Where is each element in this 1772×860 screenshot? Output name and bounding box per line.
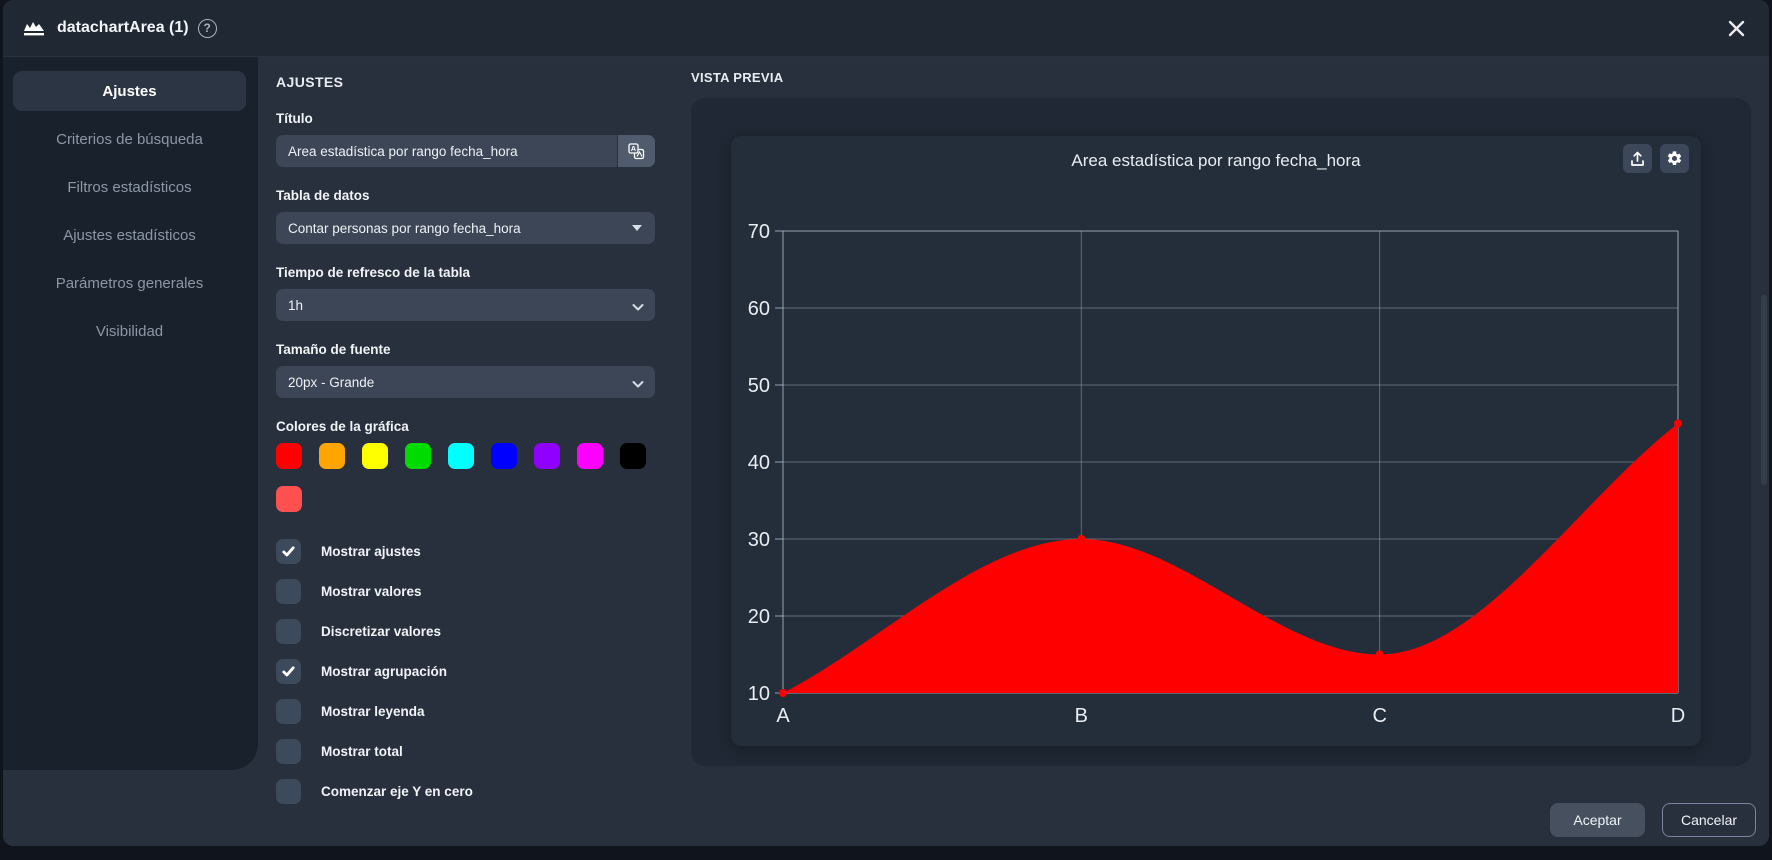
sidebar-nav: Ajustes Criterios de búsqueda Filtros esta… <box>3 57 258 770</box>
dialog-title: datachartArea (1) <box>57 19 189 36</box>
checkbox-checked-icon[interactable] <box>276 659 301 684</box>
chevron-down-icon <box>632 377 644 392</box>
gear-icon[interactable] <box>1660 144 1689 173</box>
export-icon[interactable] <box>1623 144 1652 173</box>
close-icon[interactable] <box>1723 15 1749 41</box>
translate-icon[interactable]: A <box>617 135 655 167</box>
preview-panel: 10 20 30 40 50 60 70 A B C D Area estadística por … <box>691 98 1751 766</box>
chart-settings-dialog: datachartArea (1) ? Ajustes Criterios de … <box>3 0 1769 846</box>
checkbox-mostrar-total[interactable]: Mostrar total <box>276 739 655 764</box>
svg-text:A: A <box>776 705 790 727</box>
color-swatch-1[interactable] <box>276 443 302 469</box>
checkbox-checked-icon[interactable] <box>276 539 301 564</box>
checkbox-mostrar-valores[interactable]: Mostrar valores <box>276 579 655 604</box>
color-swatch-3[interactable] <box>362 443 388 469</box>
checkbox-comenzar-eje-y-en-cero[interactable]: Comenzar eje Y en cero <box>276 779 655 804</box>
checkbox-unchecked[interactable] <box>276 579 301 604</box>
checkbox-mostrar-ajustes[interactable]: Mostrar ajustes <box>276 539 655 564</box>
svg-text:A: A <box>631 144 637 153</box>
help-icon[interactable]: ? <box>197 18 217 38</box>
accept-button[interactable]: Aceptar <box>1550 803 1645 837</box>
svg-text:60: 60 <box>748 298 770 320</box>
color-swatch-9[interactable] <box>620 443 646 469</box>
sidebar-item-filtros-estadisticos[interactable]: Filtros estadísticos <box>67 178 192 196</box>
refresh-value: 1h <box>288 297 304 313</box>
preview-chart-svg: 10 20 30 40 50 60 70 A B C D <box>748 221 1685 727</box>
checkbox-list: Mostrar ajustes Mostrar valores Discretiza… <box>276 539 655 804</box>
color-swatch-2[interactable] <box>319 443 345 469</box>
checkbox-unchecked[interactable] <box>276 699 301 724</box>
data-table-label: Tabla de datos <box>276 188 370 203</box>
title-input-group: A <box>276 135 655 167</box>
font-size-value: 20px - Grande <box>288 374 375 390</box>
refresh-select[interactable]: 1h <box>276 289 655 321</box>
color-swatch-7[interactable] <box>534 443 560 469</box>
color-swatch-5[interactable] <box>448 443 474 469</box>
color-swatches <box>276 443 655 512</box>
svg-text:C: C <box>1372 705 1386 727</box>
checkbox-label: Mostrar leyenda <box>321 704 425 719</box>
color-swatch-10[interactable] <box>276 486 302 512</box>
area-chart-icon <box>23 19 46 37</box>
checkbox-unchecked[interactable] <box>276 619 301 644</box>
settings-heading: AJUSTES <box>276 74 344 90</box>
checkbox-discretizar-valores[interactable]: Discretizar valores <box>276 619 655 644</box>
cancel-button[interactable]: Cancelar <box>1662 803 1756 837</box>
checkbox-label: Mostrar ajustes <box>321 544 421 559</box>
svg-text:40: 40 <box>748 452 770 474</box>
checkbox-label: Mostrar total <box>321 744 403 759</box>
color-swatch-8[interactable] <box>577 443 603 469</box>
checkbox-label: Discretizar valores <box>321 624 442 639</box>
dialog-header: datachartArea (1) ? <box>3 0 1769 57</box>
chevron-down-icon <box>632 225 642 231</box>
preview-heading: VISTA PREVIA <box>691 70 784 85</box>
checkbox-unchecked[interactable] <box>276 779 301 804</box>
svg-text:70: 70 <box>748 221 770 243</box>
color-swatch-4[interactable] <box>405 443 431 469</box>
chart-card: 10 20 30 40 50 60 70 A B C D Area estadística por … <box>731 136 1701 746</box>
checkbox-mostrar-leyenda[interactable]: Mostrar leyenda <box>276 699 655 724</box>
color-swatch-6[interactable] <box>491 443 517 469</box>
checkbox-label: Mostrar agrupación <box>321 664 448 679</box>
svg-text:20: 20 <box>748 606 770 628</box>
svg-text:50: 50 <box>748 375 770 397</box>
svg-text:B: B <box>1075 705 1088 727</box>
checkbox-unchecked[interactable] <box>276 739 301 764</box>
sidebar-item-parametros-generales[interactable]: Parámetros generales <box>55 274 204 292</box>
chart-title: Area estadística por rango fecha_hora <box>1071 151 1361 170</box>
colors-label: Colores de la gráfica <box>276 419 409 434</box>
data-table-dropdown[interactable]: Contar personas por rango fecha_hora <box>276 212 655 244</box>
title-input[interactable] <box>276 135 617 167</box>
chevron-down-icon <box>632 300 644 315</box>
scrollbar[interactable] <box>1761 295 1767 485</box>
svg-text:D: D <box>1671 705 1685 727</box>
data-table-value: Contar personas por rango fecha_hora <box>288 220 521 236</box>
sidebar-item-criterios-de-busqueda[interactable]: Criterios de búsqueda <box>56 130 203 148</box>
checkbox-label: Comenzar eje Y en cero <box>321 784 473 799</box>
settings-form: AJUSTES Título A Tabla de datos Contar p… <box>276 57 655 819</box>
checkbox-mostrar-agrupacion[interactable]: Mostrar agrupación <box>276 659 655 684</box>
title-field-label: Título <box>276 111 313 126</box>
checkbox-label: Mostrar valores <box>321 584 422 599</box>
font-size-label: Tamaño de fuente <box>276 342 391 357</box>
sidebar-item-visibilidad[interactable]: Visibilidad <box>95 322 164 340</box>
font-size-select[interactable]: 20px - Grande <box>276 366 655 398</box>
sidebar-item-ajustes-estadisticos[interactable]: Ajustes estadísticos <box>63 226 196 244</box>
chart-toolbar <box>1623 144 1689 173</box>
svg-text:10: 10 <box>748 683 770 705</box>
sidebar-item-ajustes[interactable]: Ajustes <box>13 71 246 111</box>
svg-text:30: 30 <box>748 529 770 551</box>
refresh-label: Tiempo de refresco de la tabla <box>276 265 471 280</box>
